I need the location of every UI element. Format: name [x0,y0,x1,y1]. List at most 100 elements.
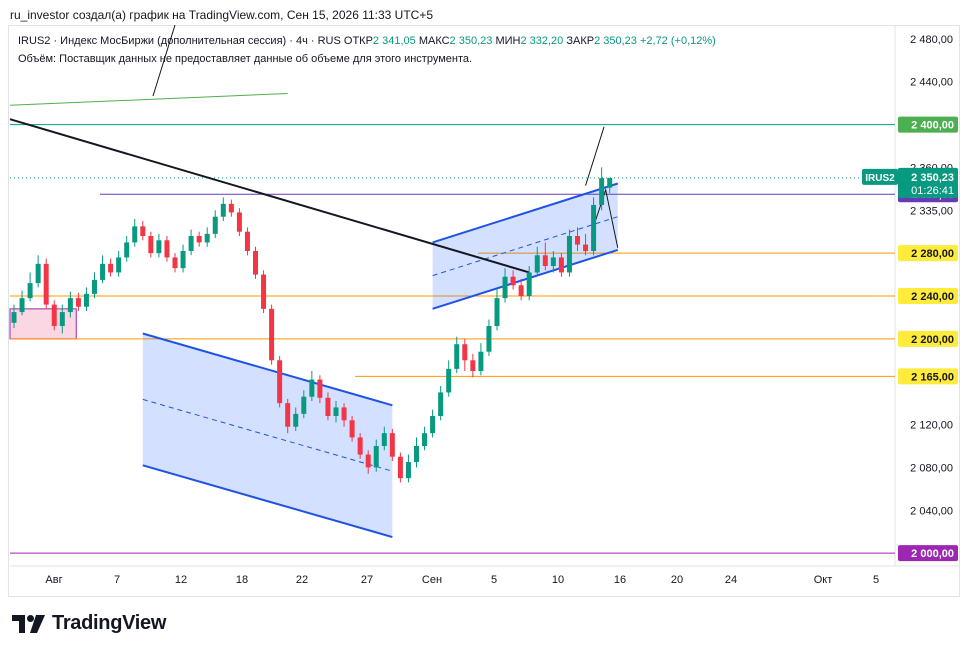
candle-body [164,240,170,258]
last-price-value: 2 350,23 [911,172,954,184]
candle-body [317,379,323,398]
time-tick-label: 7 [114,574,120,586]
level-badge-label: 2 200,00 [911,334,954,346]
time-tick-label: 12 [175,574,187,586]
candle-body [228,203,234,213]
legend-close-label: ЗАКР [566,35,595,47]
candle-body [373,446,379,468]
candle-body [236,212,242,232]
candle-body [172,257,178,269]
time-tick-label: 5 [873,574,879,586]
time-tick-label: 10 [552,574,564,586]
candle-body [180,251,186,269]
footer-brand[interactable]: TradingView [12,612,166,635]
candle-body [59,312,65,326]
price-tick-label: 2 120,00 [910,420,953,432]
candle-body [27,283,33,299]
candle-body [132,226,138,243]
candle-body [156,240,162,254]
candle-body [204,233,210,243]
bar-countdown: 01:26:41 [911,185,954,197]
candle-body [558,257,564,273]
candle-body [526,272,532,296]
candle-body [188,236,194,251]
candle-body [430,416,436,434]
last-price-badge-bg [898,167,958,198]
black-trendline [9,118,530,274]
candle-body [365,454,371,468]
price-tick-label: 2 480,00 [910,34,953,46]
candle-body [478,351,484,371]
candle-body [397,456,403,479]
level-badge-label: 2 400,00 [911,120,954,132]
symbol-badge-label: IRUS2 [865,173,895,184]
candle-body [309,379,315,397]
legend-high-label: МАКС [418,35,450,47]
down-channel-mid [142,398,393,472]
candle-body [293,413,299,427]
time-tick-label: 22 [296,574,308,586]
time-axis: Авг 7 12 18 22 27 Сен 5 10 16 20 24 Окт 5 [45,574,879,586]
candle-body [269,308,275,361]
level-badge-bg [898,288,958,304]
candle-body [349,420,355,438]
candle-body [438,392,444,416]
candle-body [75,298,81,307]
candle-body [325,397,331,416]
legend-symbol: IRUS2 · Индекс МосБиржи (дополнительная … [18,35,341,47]
candle-body [148,236,154,254]
symbol-badge-bg [862,168,898,185]
tradingview-logo-icon [12,614,45,633]
candle-body [462,344,468,361]
up-channel-lower [432,248,619,310]
candle-body [100,263,106,280]
candle-body [333,407,339,416]
price-tick-label: 2 440,00 [910,77,953,89]
candle-body [244,231,250,251]
candle-body [502,276,508,299]
candle-body [341,407,347,421]
level-badge-bg [898,545,958,562]
legend-ohlc: IRUS2 · Индекс МосБиржи (дополнительная … [18,35,716,47]
candle-body [285,403,291,427]
legend-low-value: 2 332,20 [520,35,564,47]
candle-body [446,368,452,393]
candle-body [212,216,218,234]
candle-body [220,203,226,217]
candle-body [43,263,49,305]
legend-change-value: +2,72 (+0,12%) [639,35,716,47]
time-tick-label: 18 [236,574,248,586]
candle-body [19,298,25,313]
candle-body [140,226,146,236]
candle-body [51,304,57,326]
level-badge: 2 280,00 [898,245,958,262]
time-tick-label: 16 [614,574,626,586]
time-tick-label: Авг [45,574,62,586]
arrow-up-line [585,126,605,186]
candle-body [534,255,540,273]
legend-volume: Объём: Поставщик данных не предоставляет… [18,53,473,65]
legend-open-value: 2 341,05 [372,35,416,47]
up-channel-upper [432,182,619,244]
candle-body [542,255,548,266]
level-badge: 2 200,00 [898,330,958,347]
legend-high-value: 2 350,23 [449,35,493,47]
time-tick-label: Сен [422,574,442,586]
down-channel-upper [142,332,393,407]
candle-body [389,433,395,457]
green-trendline [9,93,288,106]
price-tick-label: 2 335,00 [910,205,953,217]
level-badge-label: 2 240,00 [911,291,954,303]
level-badge: 2 165,00 [898,368,958,385]
candle-body [196,236,202,243]
chart-frame [8,25,960,597]
publish-line: ru_investor создал(а) график на TradingV… [10,8,434,22]
level-badge-label: 2 165,00 [911,371,954,383]
level-badge-label: 2 000,00 [911,548,954,560]
candle-body [67,298,73,313]
candle-series [11,167,613,483]
candle-body [607,177,613,188]
candle-body [253,251,258,275]
candle-body [470,360,476,371]
